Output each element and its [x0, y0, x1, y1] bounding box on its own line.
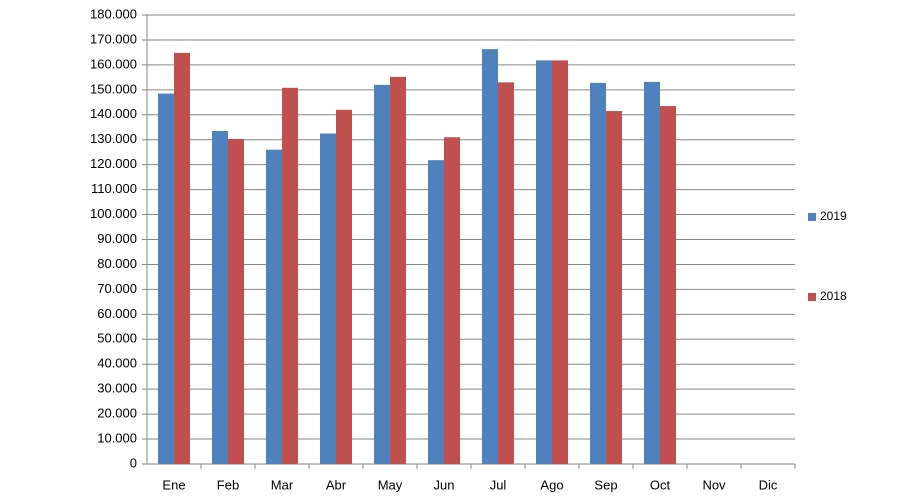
- legend-swatch: [808, 293, 816, 301]
- legend-label: 2019: [820, 209, 847, 223]
- legend-label: 2018: [820, 289, 847, 303]
- x-tick-label: Ene: [162, 477, 185, 492]
- y-tick-label: 130.000: [90, 131, 137, 146]
- bar: [266, 149, 282, 464]
- y-tick-label: 140.000: [90, 106, 137, 121]
- y-tick-label: 50.000: [97, 331, 137, 346]
- y-tick-label: 60.000: [97, 306, 137, 321]
- x-tick-label: Feb: [217, 477, 239, 492]
- bar: [590, 82, 606, 465]
- y-tick-label: 40.000: [97, 356, 137, 371]
- bar: [444, 137, 460, 464]
- y-tick-label: 0: [130, 455, 137, 470]
- bar: [158, 93, 174, 464]
- bar: [282, 87, 298, 465]
- bar: [536, 60, 552, 464]
- bar: [498, 82, 514, 464]
- y-tick-label: 70.000: [97, 281, 137, 296]
- y-tick-label: 30.000: [97, 381, 137, 396]
- bar: [644, 81, 660, 465]
- x-tick-label: Jun: [434, 477, 455, 492]
- x-tick-label: Oct: [650, 477, 671, 492]
- y-tick-label: 110.000: [91, 181, 137, 196]
- x-tick-label: Ago: [540, 477, 563, 492]
- bar: [336, 109, 352, 465]
- bar: [174, 52, 190, 464]
- bar: [482, 49, 498, 464]
- x-tick-label: Mar: [271, 477, 294, 492]
- bar: [374, 84, 390, 464]
- bar: [212, 130, 228, 464]
- y-tick-label: 180.000: [90, 6, 137, 21]
- y-tick-label: 170.000: [90, 31, 137, 46]
- bar: [428, 160, 444, 464]
- y-tick-label: 160.000: [90, 56, 137, 71]
- y-tick-label: 20.000: [97, 406, 137, 421]
- y-tick-label: 100.000: [90, 206, 137, 221]
- legend-swatch: [808, 213, 816, 221]
- x-tick-label: Abr: [326, 477, 347, 492]
- bar: [390, 76, 406, 465]
- y-tick-label: 150.000: [90, 81, 137, 96]
- y-tick-label: 10.000: [97, 430, 137, 445]
- bar: [660, 106, 676, 464]
- y-tick-label: 80.000: [97, 256, 137, 271]
- x-tick-label: Nov: [702, 477, 726, 492]
- y-tick-label: 120.000: [90, 156, 137, 171]
- bar: [228, 138, 244, 465]
- x-tick-label: May: [378, 477, 403, 492]
- bar: [320, 133, 336, 464]
- y-tick-label: 90.000: [97, 231, 137, 246]
- x-tick-label: Jul: [490, 477, 507, 492]
- bar: [552, 60, 568, 464]
- x-tick-label: Sep: [594, 477, 617, 492]
- x-tick-label: Dic: [759, 477, 778, 492]
- bar: [606, 111, 622, 465]
